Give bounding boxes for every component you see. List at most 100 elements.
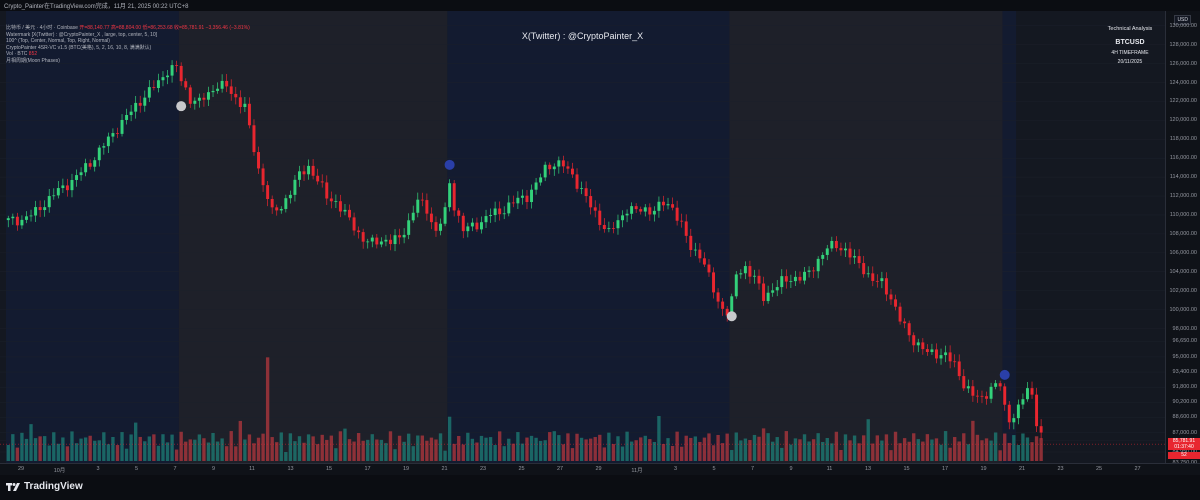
candle-body: [743, 266, 747, 274]
volume-bar: [420, 435, 424, 461]
candle-body: [93, 160, 97, 167]
candle-body: [944, 352, 948, 356]
panel-symbol: BTCUSD: [1115, 39, 1145, 46]
volume-bar: [552, 431, 556, 461]
price-axis[interactable]: USD 130,000.00 128,000.00 126,000.00 124,00…: [1165, 11, 1200, 500]
price-tick-label: 88,600.00: [1172, 414, 1197, 421]
volume-bar: [370, 434, 374, 461]
volume-bar: [543, 440, 547, 461]
legend-volume-line[interactable]: Vol · BTC 852: [6, 51, 250, 58]
tradingview-icon: [6, 482, 20, 491]
legend-watermark[interactable]: Watermark [X(Twitter) : @CryptoPainter_X…: [6, 31, 158, 38]
candle-body: [766, 292, 770, 302]
candle-body: [11, 216, 15, 219]
candle-body: [680, 220, 684, 222]
candle-body: [889, 294, 893, 300]
candle-body: [1007, 404, 1011, 423]
legend-ohlc: 开=88,140.77 高=88,804.00 低=86,253.68 收=85…: [79, 25, 250, 31]
candle-body: [52, 195, 56, 197]
candle-body: [65, 185, 69, 191]
indicator-legend[interactable]: 比特币 / 美元 · 4小时 · Coinbase 开=88,140.77 高=…: [6, 25, 250, 65]
volume-bar: [962, 433, 966, 461]
candle-body: [866, 273, 870, 275]
volume-bar: [593, 437, 597, 461]
candle-body: [784, 276, 788, 282]
candle-body: [343, 209, 347, 212]
volume-bar: [989, 440, 993, 461]
time-tick-label: 25: [518, 466, 525, 472]
candle-body: [657, 201, 661, 211]
time-tick-label: 27: [556, 466, 564, 472]
snapshot-title: Crypto_Painter在TradingView.com完成，11月 21,…: [4, 4, 189, 10]
volume-bar: [675, 431, 679, 461]
volume-bar: [943, 431, 948, 461]
candle-body: [948, 352, 952, 362]
volume-bar: [557, 435, 561, 461]
candle-body: [338, 201, 342, 212]
volume-bar: [334, 448, 338, 461]
candle-body: [825, 248, 829, 255]
legend-symbol-line[interactable]: 比特币 / 美元 · 4小时 · Coinbase 开=88,140.77 高=…: [6, 25, 250, 32]
tradingview-logo[interactable]: TradingView: [6, 481, 83, 492]
candle-body: [862, 263, 866, 275]
volume-bar: [375, 439, 379, 461]
candle-body: [207, 92, 210, 100]
volume-bar: [220, 438, 224, 461]
candle-body: [921, 342, 925, 350]
candle-body: [361, 232, 365, 242]
volume-bar: [643, 435, 647, 461]
time-axis[interactable]: 29 10月 3 5 7 9 11 13 15 17 19 21 23 25 27 29 11月 3 5 7 9 11 13…: [0, 463, 1165, 476]
legend-moon-phases[interactable]: 月相周期(Moon Phases): [6, 57, 60, 64]
volume-bar: [83, 437, 88, 461]
candle-body: [630, 206, 634, 214]
price-tick-label: 116,000.00: [1169, 155, 1197, 162]
candle-body: [621, 215, 624, 221]
candle-body: [470, 222, 474, 227]
candle-body: [420, 199, 424, 201]
volume-bar: [438, 433, 443, 461]
volume-bar: [47, 445, 51, 461]
volume-bar: [138, 436, 142, 461]
legend-indicator-100[interactable]: 100^ (Top, Center, Normal, Top, Right, N…: [6, 38, 110, 45]
volume-bar: [270, 437, 274, 461]
volume-bar: [165, 442, 170, 461]
volume-bar: [821, 442, 825, 461]
volume-bar: [447, 416, 452, 461]
volume-bar: [302, 442, 306, 461]
volume-bar: [948, 447, 952, 461]
candle-body: [1039, 426, 1043, 433]
legend-indicator-4srvc[interactable]: CryptoPainter 4SR-VC v1.5 (BTC(美格), 5, 2…: [6, 44, 152, 51]
candle-body: [179, 65, 183, 82]
candle-body: [912, 335, 916, 346]
candle-body: [220, 80, 224, 89]
volume-bar: [197, 434, 202, 461]
volume-bar: [70, 431, 74, 461]
candle-body: [56, 188, 60, 196]
candle-body: [252, 125, 256, 153]
brand-name: TradingView: [24, 481, 83, 492]
candle-body: [534, 182, 538, 190]
volume-bar: [129, 434, 133, 461]
volume-bar: [484, 437, 488, 461]
candle-body: [34, 207, 38, 216]
candle-body: [216, 88, 220, 91]
candle-body: [971, 386, 975, 396]
candle-body: [348, 209, 351, 218]
candle-body: [707, 264, 711, 273]
volume-bar: [124, 448, 129, 461]
candle-body: [393, 235, 397, 245]
chart-plot-area[interactable]: 比特币 / 美元 · 4小时 · Coinbase 开=88,140.77 高=…: [0, 11, 1165, 463]
volume-bar: [971, 420, 975, 461]
volume-bar: [739, 440, 743, 461]
volume-bar: [884, 434, 889, 461]
candle-body: [589, 196, 593, 208]
price-tick-label: 128,000.00: [1169, 41, 1197, 48]
volume-bar: [589, 438, 593, 461]
volume-bar: [670, 445, 675, 461]
candlestick-chart[interactable]: [0, 11, 1165, 463]
currency-label[interactable]: USD: [1174, 15, 1191, 25]
volume-bar: [1012, 435, 1016, 461]
time-tick-label: 15: [903, 466, 910, 472]
candle-body: [844, 248, 847, 251]
time-tick-label: 21: [441, 466, 448, 472]
